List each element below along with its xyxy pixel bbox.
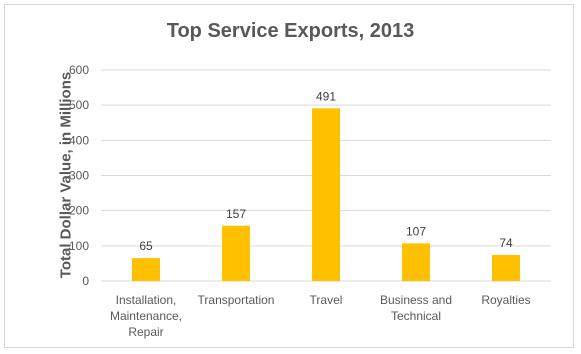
- data-label: 107: [406, 224, 426, 238]
- bar: [312, 108, 340, 281]
- data-label: 65: [139, 239, 153, 253]
- x-tick-label-line: Business and: [380, 293, 452, 307]
- x-tick-label: Installation, Maintenance, Repair: [110, 293, 182, 339]
- y-tick-label: 200: [69, 204, 89, 218]
- y-tick-label: 500: [69, 98, 89, 112]
- y-tick-label: 300: [69, 169, 89, 183]
- x-tick-label-line: Maintenance,: [110, 309, 182, 323]
- x-tick-label: Royalties: [481, 293, 530, 307]
- bar: [222, 225, 250, 281]
- bar: [132, 258, 160, 281]
- x-tick-label-line: Technical: [391, 309, 441, 323]
- data-label: 157: [226, 207, 246, 221]
- bar: [492, 254, 520, 281]
- y-tick-label: 600: [69, 63, 89, 77]
- bar: [402, 243, 430, 281]
- chart-title: Top Service Exports, 2013: [166, 20, 415, 42]
- x-tick-label-line: Repair: [128, 325, 163, 339]
- x-tick-label: Transportation: [198, 293, 275, 307]
- y-tick-label: 100: [69, 239, 89, 253]
- x-tick-label: Travel: [310, 293, 343, 307]
- data-label: 74: [499, 236, 513, 250]
- x-tick-label: Business and Technical: [380, 293, 452, 323]
- x-tick-label-line: Installation,: [116, 293, 177, 307]
- y-tick-label: 0: [82, 274, 89, 288]
- x-tick-label-line: Royalties: [481, 293, 530, 307]
- data-label: 491: [316, 89, 336, 103]
- y-tick-label: 400: [69, 133, 89, 147]
- x-tick-label-line: Transportation: [198, 293, 275, 307]
- x-tick-label-line: Travel: [310, 293, 343, 307]
